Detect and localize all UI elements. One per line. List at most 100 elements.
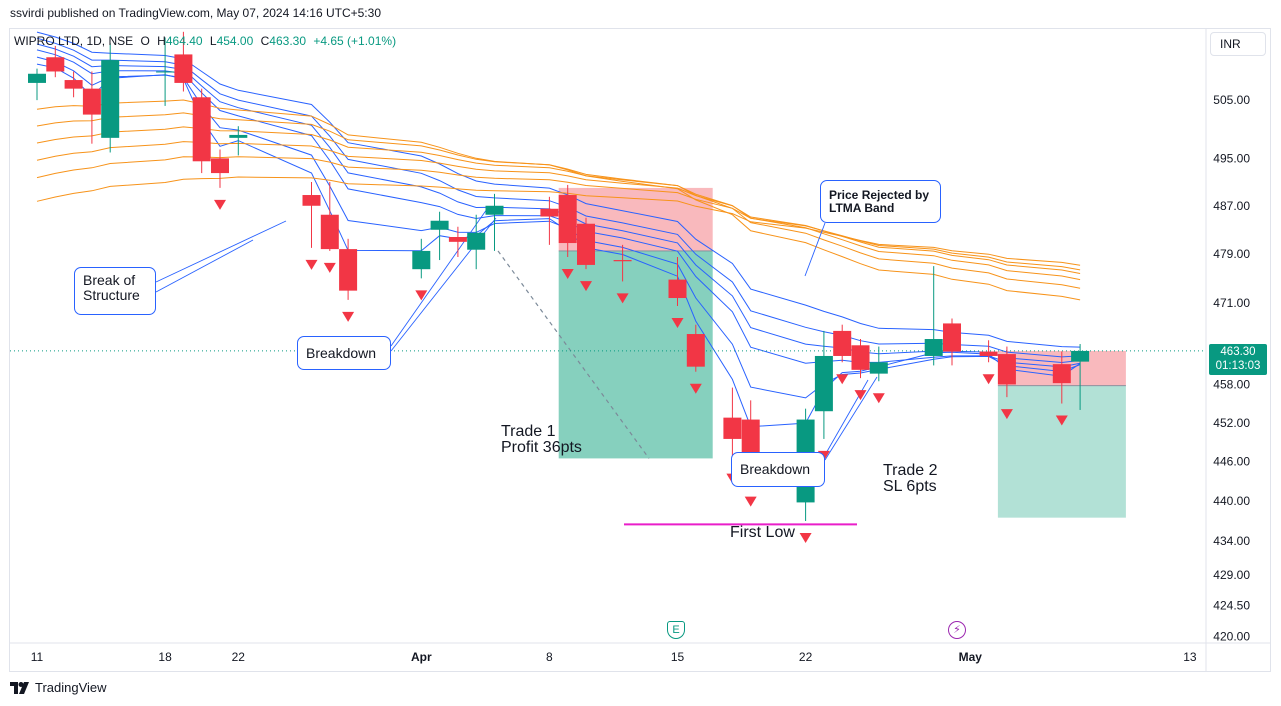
candle-body [833,330,852,356]
candle-body [814,355,833,412]
symbol-legend: WIPRO LTD, 1D, NSE O H464.40 L454.00 C46… [14,34,396,48]
down-arrow [342,311,355,322]
candle [851,339,870,379]
long-ma-45 [36,141,1081,274]
down-arrow [415,290,428,301]
candle [997,346,1016,398]
candle [577,217,595,270]
price-tick-label: 440.00 [1213,494,1250,508]
candle-body [211,158,229,174]
annotation-break-of-structure[interactable]: Break of Structure [74,267,156,315]
annotation-breakdown-2[interactable]: Breakdown [731,452,825,487]
currency-button[interactable]: INR [1210,32,1266,56]
down-arrow [214,199,226,210]
candle [64,71,83,98]
candle-body [668,279,687,299]
candle [467,214,486,270]
legend-low-label: L [209,34,217,48]
price-tick-label: 487.00 [1213,199,1250,213]
bos-leader-1 [155,220,287,283]
down-arrow [1000,409,1013,420]
long-ma-60 [36,176,1081,266]
time-tick-label: 18 [158,650,172,664]
legend-close-label: C [260,34,270,48]
candle-body [723,417,742,439]
candle [101,43,120,153]
breakdown1-leader-2 [390,208,488,347]
candle [192,88,211,174]
candle-body [320,214,339,250]
price-tick-label: 446.00 [1213,455,1250,469]
candle-body [339,249,358,291]
candle-body [430,220,449,230]
candle [211,149,229,188]
trade1-label: Trade 1 Profit 36pts [501,423,582,456]
candle [430,211,449,261]
chart-frame[interactable] [9,28,1271,672]
bos-leader-2 [155,239,254,293]
candle-body [101,60,120,138]
trade2-label: Trade 2 SL 6pts [883,462,938,495]
rejected-leader [804,222,826,277]
candle [156,37,175,106]
down-arrow [671,318,684,329]
long-ma-50 [36,156,1081,271]
candle-body [467,232,486,250]
price-axis: 505.00 495.00 487.00 479.00 471.00 458.00 452.… [1205,29,1250,671]
candle-body [448,236,467,242]
down-arrow [744,496,757,507]
candle [448,226,467,257]
tradingview-logo[interactable]: TradingView [10,680,107,695]
candle-body [577,223,595,265]
legend-symbol: WIPRO LTD, 1D, NSE [14,34,134,48]
profit-zone-2 [997,385,1126,518]
time-tick-label: 15 [671,650,685,664]
down-arrow [580,281,592,292]
down-arrow [561,268,574,279]
lightning-icon[interactable]: ⚡ [948,621,966,639]
candle-body [686,334,705,367]
time-tick-label: 8 [546,650,553,664]
price-tick-label: 434.00 [1213,534,1250,548]
earnings-badge[interactable]: E [667,621,685,639]
candle-body [302,195,321,206]
time-tick-label: Apr [411,650,432,664]
long-ma-35 [36,112,1081,289]
candle [613,244,632,282]
time-tick-label: 13 [1183,650,1197,664]
candle-body [979,351,998,356]
candle [979,340,998,363]
countdown-timer: 01:13:03 [1215,360,1261,372]
candle [943,318,961,366]
time-tick-label: 22 [799,650,813,664]
candle-body [1071,350,1090,362]
candle-body [851,345,870,370]
candle-body [1052,364,1071,384]
candle [302,181,321,248]
price-tick-label: 479.00 [1213,247,1250,261]
down-arrow [799,532,812,543]
candle-body [82,88,101,115]
down-arrow [854,390,867,401]
annotation-breakdown-1[interactable]: Breakdown [297,336,391,370]
legend-open-label: O [140,34,150,48]
last-price-tag: 463.30 01:13:03 [1209,344,1267,375]
candle-body [485,205,504,215]
down-arrow [305,259,318,270]
time-tick-label: 11 [31,650,44,664]
candle-body [412,250,431,270]
legend-high-label: H [157,34,166,48]
candle-body [229,134,248,138]
trade1-path [497,250,650,459]
candle [320,181,339,251]
down-arrow [323,262,336,273]
annotation-price-rejected[interactable]: Price Rejected by LTMA Band [820,180,941,223]
candle [668,256,687,307]
long-ma-40 [36,126,1081,281]
price-tick-label: 429.00 [1213,568,1250,582]
moving-average-ribbons [36,31,1081,428]
candle [28,68,46,101]
legend-change: +4.65 (+1.01%) [313,34,397,48]
candle-body [156,71,175,73]
